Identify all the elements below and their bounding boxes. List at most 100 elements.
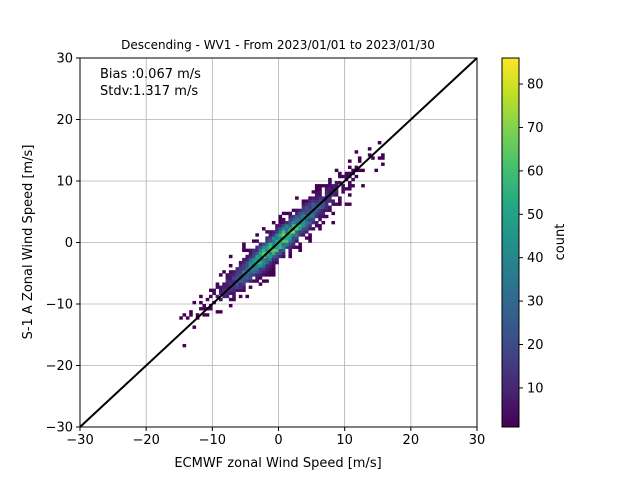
density-cell <box>371 156 375 160</box>
density-cell <box>288 233 293 237</box>
density-cell <box>268 251 273 256</box>
density-cell <box>295 220 299 225</box>
density-cell <box>275 257 279 262</box>
density-cell <box>288 224 293 228</box>
density-cell <box>265 245 269 249</box>
density-cell <box>261 251 266 256</box>
density-cell <box>304 230 309 234</box>
density-cell <box>291 208 296 213</box>
density-cell <box>324 202 329 206</box>
density-cell <box>318 211 322 216</box>
density-cell <box>288 211 293 216</box>
density-cell <box>351 177 355 182</box>
density-cell <box>354 150 359 154</box>
density-cell <box>298 211 302 216</box>
density-cell <box>295 208 299 213</box>
density-cell <box>285 239 289 243</box>
density-cell <box>255 239 259 243</box>
density-cell <box>301 230 306 234</box>
density-cell <box>341 187 345 191</box>
density-cell <box>278 224 283 228</box>
density-cell <box>321 184 326 188</box>
density-cell <box>228 304 233 308</box>
density-cell <box>258 270 263 274</box>
density-cell <box>232 294 236 299</box>
density-cell <box>328 205 332 209</box>
density-cell <box>318 193 322 197</box>
density-cell <box>248 270 253 274</box>
density-cell <box>331 220 336 225</box>
density-cell <box>291 233 296 237</box>
density-cell <box>288 248 293 253</box>
density-cell <box>301 220 306 225</box>
density-cell <box>298 230 302 234</box>
density-cell <box>314 184 319 188</box>
density-cell <box>238 282 243 286</box>
density-cell <box>347 202 352 206</box>
density-cell <box>295 236 299 240</box>
stdv-annotation: Stdv:1.317 m/s <box>100 84 198 99</box>
density-cell <box>222 282 226 286</box>
density-cell <box>295 239 299 243</box>
density-cell <box>281 254 286 259</box>
density-cell <box>308 236 312 240</box>
density-cell <box>252 239 256 243</box>
density-cell <box>258 254 263 259</box>
density-cell <box>265 267 269 271</box>
density-cell <box>242 288 246 292</box>
density-cell <box>298 217 302 222</box>
colorbar-ticks: 10 20 30 40 50 60 70 80 <box>519 78 544 396</box>
density-cell <box>311 196 316 200</box>
density-cell <box>285 224 289 228</box>
density-cell <box>361 168 365 173</box>
density-cell <box>222 270 226 274</box>
density-cell <box>281 217 286 222</box>
density-cell <box>225 285 230 289</box>
density-cell <box>182 313 187 317</box>
density-cell <box>265 270 269 274</box>
density-cell <box>248 279 253 283</box>
density-cell <box>245 257 250 262</box>
density-cell <box>238 273 243 277</box>
density-cell <box>245 248 250 253</box>
density-cell <box>281 242 286 246</box>
density-cell <box>242 260 246 265</box>
density-cell <box>225 294 230 299</box>
density-cell <box>235 267 240 271</box>
x-tick-label: 30 <box>469 433 486 448</box>
density-cell <box>321 214 326 219</box>
density-cell <box>258 251 263 256</box>
density-cell <box>271 220 276 225</box>
density-cell <box>285 236 289 240</box>
density-cell <box>288 214 293 219</box>
density-cell <box>275 236 279 240</box>
density-cell <box>235 273 240 277</box>
density-cell <box>218 297 223 302</box>
density-cell <box>202 307 207 311</box>
colorbar-tick-label: 70 <box>527 121 544 136</box>
density-cell <box>331 211 336 216</box>
density-cell <box>179 316 183 320</box>
density-cell <box>209 307 213 311</box>
density-cell <box>232 273 236 277</box>
density-cell <box>328 196 332 200</box>
colorbar-tick-label: 80 <box>527 78 544 93</box>
density-cell <box>334 202 339 206</box>
density-cell <box>195 313 200 317</box>
density-cell <box>377 156 382 160</box>
colorbar-tick-label: 40 <box>527 251 544 266</box>
density-cell <box>225 282 230 286</box>
density-cell <box>192 325 197 329</box>
density-cell <box>314 224 319 228</box>
density-cell <box>298 208 302 213</box>
density-cell <box>209 288 213 292</box>
density-cell <box>314 211 319 216</box>
density-cell <box>271 257 276 262</box>
density-cell <box>271 236 276 240</box>
density-cell <box>265 242 269 246</box>
density-cell <box>271 267 276 271</box>
density-cell <box>245 279 250 283</box>
density-cell <box>298 248 302 253</box>
density-cell <box>245 254 250 259</box>
